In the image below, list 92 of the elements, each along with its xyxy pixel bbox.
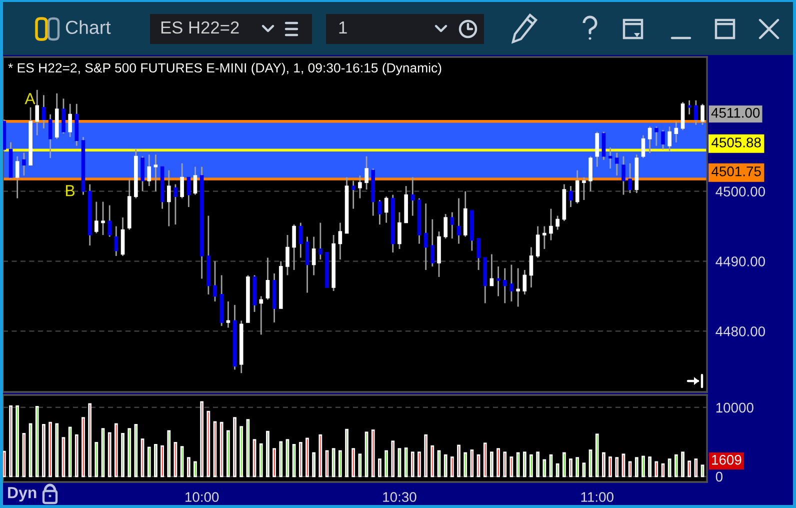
candlestick <box>536 226 540 258</box>
chart-title: * ES H22=2, S&P 500 FUTURES E-MINI (DAY), 1, 09:30-16:15 (Dynamic) <box>8 62 442 76</box>
candlestick <box>312 236 316 276</box>
candlestick <box>226 300 230 328</box>
candlestick <box>582 176 586 201</box>
ref-line-label: 4501.75 <box>712 166 761 176</box>
candlestick <box>410 176 415 216</box>
candlestick <box>15 156 20 199</box>
candlestick <box>266 257 270 300</box>
candlestick <box>147 154 152 187</box>
candlestick <box>292 224 296 271</box>
candlestick <box>490 254 494 286</box>
candlestick <box>602 131 606 161</box>
candlestick <box>661 129 665 150</box>
candlestick <box>654 126 658 147</box>
candlestick <box>94 201 98 234</box>
candlestick <box>668 126 672 152</box>
candlestick <box>174 184 178 226</box>
x-tick-label: 10:00 <box>186 492 219 502</box>
candlestick <box>298 222 303 258</box>
candlestick <box>166 170 171 227</box>
candlestick <box>595 131 600 168</box>
candlestick <box>154 154 158 192</box>
y-tick-label: 10000 <box>716 402 754 413</box>
candlestick <box>305 236 310 294</box>
candlestick <box>193 166 198 196</box>
candlestick <box>549 208 553 241</box>
candlestick <box>430 218 434 268</box>
candlestick <box>114 226 118 257</box>
candlestick <box>140 156 144 192</box>
ref-line-label: 4505.88 <box>712 138 761 148</box>
candlestick <box>450 212 454 240</box>
candlestick <box>108 204 112 238</box>
y-tick-label: 4490.00 <box>716 256 765 266</box>
text: 1609 <box>712 454 742 465</box>
candlestick <box>700 103 704 126</box>
y-tick-label: 0 <box>716 472 723 482</box>
candlestick <box>687 100 692 116</box>
text: Chart <box>66 20 111 34</box>
candlestick <box>608 146 612 170</box>
candlestick <box>424 202 428 271</box>
candlestick <box>502 268 507 304</box>
candlestick <box>213 260 217 302</box>
candlestick <box>62 98 66 134</box>
candlestick <box>556 215 560 230</box>
text: 1 <box>339 22 347 34</box>
y-tick-label: 4480.00 <box>716 326 765 336</box>
candlestick <box>398 212 402 250</box>
candlestick <box>35 89 40 136</box>
candlestick <box>358 174 362 199</box>
y-tick-label: 4500.00 <box>716 186 765 196</box>
candlestick <box>48 114 52 159</box>
text: 4511.00 <box>711 108 760 118</box>
candlestick <box>641 134 646 159</box>
candlestick <box>42 94 46 130</box>
candlestick <box>338 222 342 260</box>
candlestick <box>259 295 264 336</box>
candlestick <box>529 246 534 288</box>
text: Dyn <box>8 487 36 502</box>
candlestick <box>384 196 388 224</box>
candlestick <box>575 170 580 204</box>
candlestick <box>186 176 191 208</box>
candlestick <box>568 185 573 208</box>
candlestick <box>510 264 514 302</box>
candlestick <box>351 180 356 210</box>
candlestick <box>68 103 72 138</box>
candlestick <box>476 238 480 271</box>
candlestick <box>588 156 592 192</box>
candlestick <box>516 268 520 308</box>
x-tick-label: 10:30 <box>383 492 416 502</box>
x-tick-label: 11:00 <box>581 492 614 502</box>
candlestick <box>542 226 546 250</box>
candlestick <box>456 198 461 244</box>
candlestick <box>444 213 448 240</box>
candlestick <box>628 162 632 194</box>
candlestick <box>648 126 652 154</box>
candlestick <box>101 201 105 236</box>
candlestick <box>496 266 500 297</box>
candlestick <box>22 152 26 176</box>
candlestick <box>674 120 678 144</box>
candlestick <box>622 156 626 196</box>
text: ES H22=2 <box>161 21 239 34</box>
candlestick <box>286 234 290 276</box>
candlestick <box>364 156 368 190</box>
candlestick <box>318 222 322 260</box>
candlestick <box>180 162 184 199</box>
candlestick <box>522 269 527 296</box>
candlestick <box>378 199 382 226</box>
candlestick <box>614 152 619 176</box>
annotation: B <box>66 185 74 196</box>
annotation: A <box>24 93 36 104</box>
candlestick <box>694 100 698 126</box>
